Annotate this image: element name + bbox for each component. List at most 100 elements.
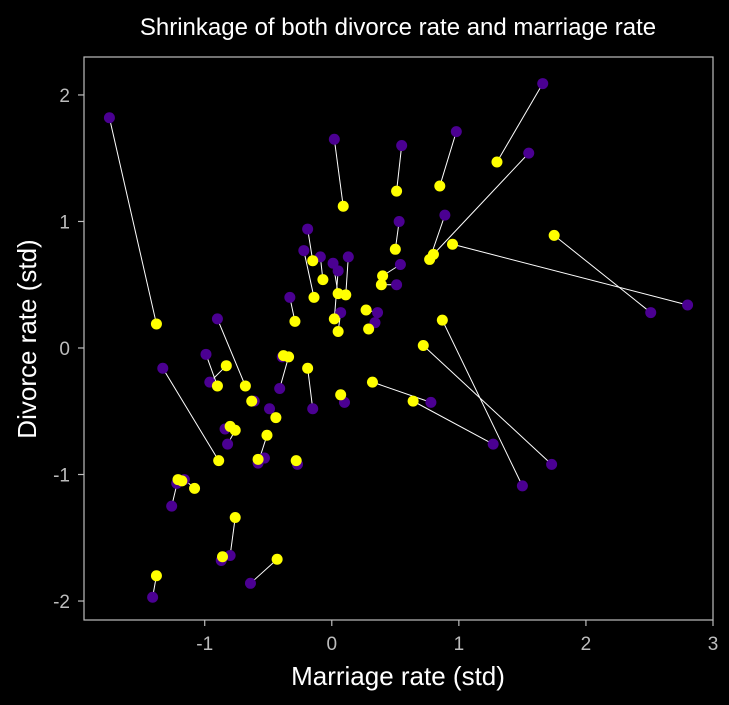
observed-point: [274, 382, 286, 394]
y-tick-label: 1: [59, 212, 70, 233]
shrinkage-segment: [333, 139, 344, 207]
x-tick-label: -1: [196, 634, 213, 655]
estimate-point: [548, 229, 560, 241]
observed-point: [284, 291, 296, 303]
observed-point: [425, 396, 437, 408]
x-tick-label: 1: [454, 634, 465, 655]
estimate-point: [307, 255, 319, 267]
observed-point: [342, 251, 354, 263]
y-axis-label: Divorce rate (std): [12, 239, 42, 438]
estimate-point: [447, 238, 459, 250]
estimate-point: [217, 551, 229, 563]
y-tick-label: -2: [53, 592, 70, 613]
observed-point: [391, 279, 403, 291]
estimate-point: [252, 453, 264, 465]
estimate-point: [176, 475, 188, 487]
observed-point: [302, 223, 314, 235]
estimate-point: [211, 380, 223, 392]
estimate-points: [150, 156, 560, 582]
estimate-point: [335, 389, 347, 401]
shrinkage-segment: [303, 250, 315, 298]
x-axis: -1 0 1 2 3: [196, 620, 718, 655]
y-tick-label: -1: [53, 466, 70, 487]
x-tick-label: 3: [708, 634, 719, 655]
observed-point: [222, 438, 234, 450]
estimate-point: [270, 412, 282, 424]
estimate-point: [340, 289, 352, 301]
y-tick-label: 0: [59, 339, 70, 360]
shrinkage-segment: [412, 400, 494, 445]
estimate-point: [246, 395, 258, 407]
observed-point: [211, 313, 223, 325]
y-axis: -2 -1 0 1 2: [53, 86, 84, 613]
observed-point: [328, 133, 340, 145]
observed-point: [487, 438, 499, 450]
observed-point: [394, 258, 406, 270]
shrinkage-segment: [372, 381, 432, 403]
estimate-point: [363, 323, 375, 335]
estimate-point: [424, 253, 436, 265]
estimate-point: [229, 512, 241, 524]
shrinkage-segment: [345, 256, 349, 295]
observed-point: [682, 299, 694, 311]
observed-point: [307, 403, 319, 415]
shrinkage-segment: [422, 345, 552, 465]
estimate-point: [213, 455, 225, 467]
estimate-point: [436, 314, 448, 326]
observed-point: [298, 245, 310, 257]
shrinkage-segment: [496, 83, 544, 163]
observed-point: [166, 500, 178, 512]
shrinkage-segment: [205, 354, 218, 387]
observed-point: [103, 112, 115, 124]
estimate-point: [360, 304, 372, 316]
observed-point: [396, 140, 408, 152]
shrinkage-segment: [307, 368, 314, 409]
observed-point: [645, 307, 657, 319]
estimate-point: [289, 315, 301, 327]
estimate-point: [328, 313, 340, 325]
estimate-point: [377, 270, 389, 282]
observed-point: [537, 78, 549, 90]
estimate-point: [337, 200, 349, 212]
estimate-point: [290, 455, 302, 467]
estimate-point: [302, 362, 314, 374]
observed-point: [450, 126, 462, 138]
x-tick-label: 2: [581, 634, 592, 655]
shrinkage-segment: [433, 152, 530, 255]
observed-point: [147, 591, 159, 603]
estimate-point: [261, 429, 273, 441]
shrinkage-segment: [216, 318, 246, 387]
estimate-point: [239, 380, 251, 392]
observed-point: [516, 480, 528, 492]
observed-point: [244, 577, 256, 589]
x-tick-label: 0: [326, 634, 337, 655]
observed-point: [200, 348, 212, 360]
estimate-point: [366, 376, 378, 388]
estimate-point: [308, 291, 320, 303]
shrinkage-segment: [439, 131, 457, 187]
observed-point: [546, 458, 558, 470]
estimate-point: [407, 395, 419, 407]
estimate-point: [332, 326, 344, 338]
estimate-point: [317, 274, 329, 286]
shrinkage-segment: [396, 145, 403, 192]
observed-point: [523, 147, 535, 159]
estimate-point: [391, 185, 403, 197]
shrinkage-segment: [441, 319, 523, 487]
shrinkage-segment: [108, 117, 157, 325]
shrinkage-segment: [162, 367, 220, 461]
observed-point: [264, 403, 276, 415]
estimate-point: [220, 360, 232, 372]
observed-point: [393, 215, 405, 227]
estimate-point: [375, 279, 387, 291]
observed-point: [157, 362, 169, 374]
observed-point: [439, 209, 451, 221]
estimate-point: [434, 180, 446, 192]
estimate-point: [150, 570, 162, 582]
plot-panel-border: [83, 56, 714, 621]
x-axis-label: Marriage rate (std): [291, 661, 505, 691]
estimate-point: [229, 424, 241, 436]
observed-point: [332, 265, 344, 277]
chart-title: Shrinkage of both divorce rate and marri…: [140, 14, 656, 41]
estimate-point: [283, 351, 295, 363]
